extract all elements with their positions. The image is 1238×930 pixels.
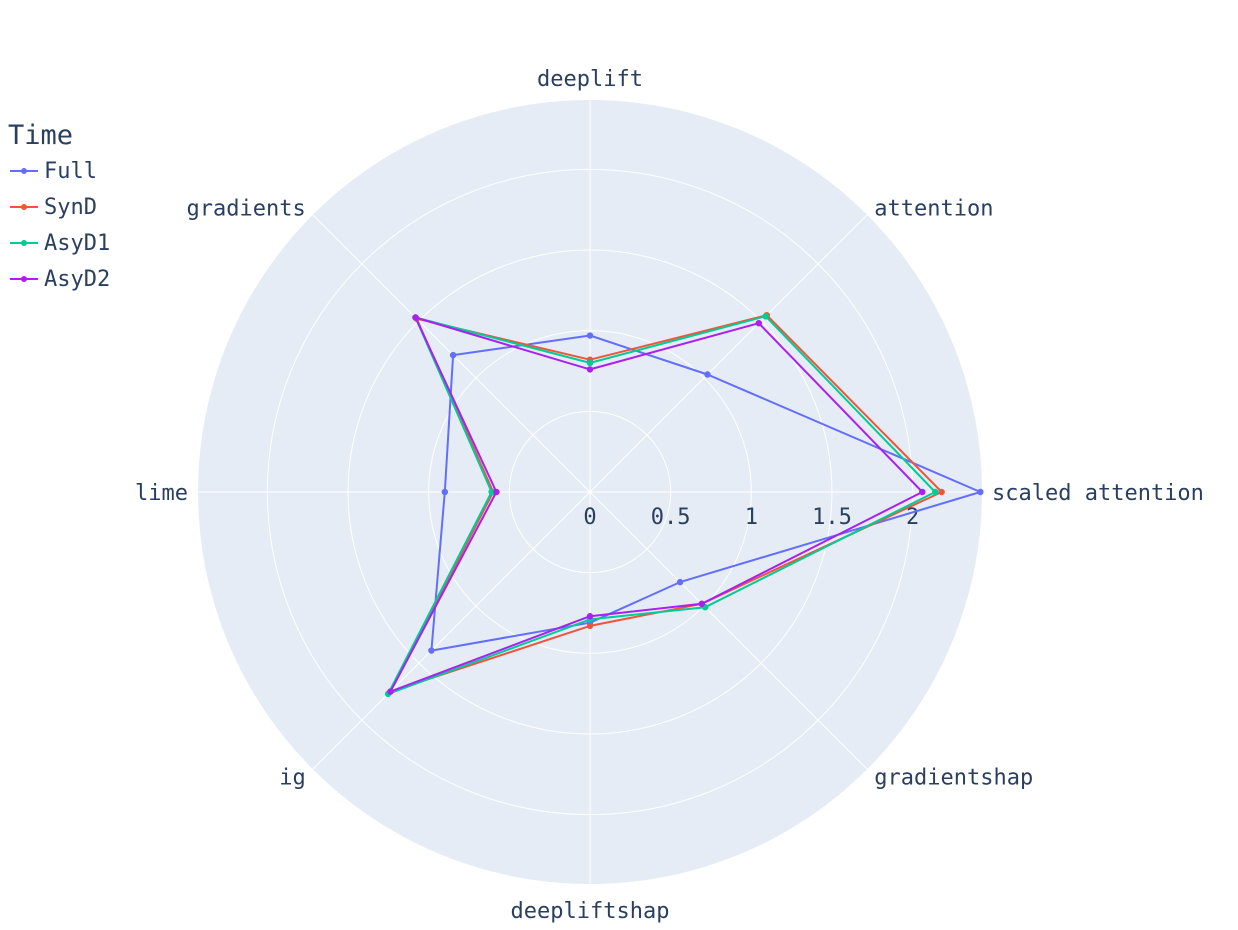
series-point-asyd2 (387, 688, 394, 695)
legend-item-full[interactable]: Full (8, 153, 110, 189)
series-point-full (449, 351, 457, 359)
grid-spoke (589, 214, 868, 493)
radial-tick-label: 0 (583, 505, 596, 530)
category-label: scaled attention (992, 481, 1204, 506)
legend-item-asyd2[interactable]: AsyD2 (8, 261, 110, 297)
category-label: gradientshap (874, 765, 1033, 790)
series-point-synd (586, 622, 594, 630)
series-point-asyd1 (586, 359, 594, 367)
category-label: ig (279, 765, 306, 790)
category-label: lime (135, 481, 188, 506)
series-point-asyd2 (698, 600, 705, 607)
legend-label: AsyD1 (44, 230, 111, 256)
category-label: deeplift (537, 67, 643, 92)
category-label: gradients (187, 197, 306, 222)
legend-label: Full (44, 158, 97, 184)
series-point-synd (938, 488, 945, 496)
series-point-asyd2 (586, 366, 594, 373)
category-label: attention (874, 197, 993, 222)
radial-tick-label: 0.5 (651, 505, 691, 530)
radial-tick-label: 1 (745, 505, 758, 530)
series-point-asyd2 (919, 488, 926, 496)
series-point-asyd2 (755, 319, 763, 327)
legend-item-synd[interactable]: SynD (8, 189, 110, 225)
legend-swatch (8, 269, 40, 289)
series-point-asyd2 (412, 314, 419, 321)
series-point-asyd2 (493, 488, 500, 496)
legend-swatch (8, 161, 40, 181)
series-point-full (586, 332, 594, 339)
series-point-full (428, 647, 435, 654)
legend-label: SynD (44, 194, 97, 220)
legend-swatch (8, 233, 40, 253)
radial-tick-label: 1.5 (812, 505, 852, 530)
series-point-asyd2 (586, 613, 594, 620)
grid-spoke (312, 491, 591, 770)
series-point-asyd1 (488, 488, 495, 496)
legend: Time Full SynD AsyD1 AsyD2 (8, 120, 110, 297)
series-point-full (441, 488, 449, 496)
legend-swatch (8, 197, 40, 217)
grid-spoke (589, 491, 868, 770)
category-label: deepliftshap (511, 899, 670, 924)
series-point-asyd1 (932, 488, 939, 496)
series-point-full (704, 371, 711, 378)
legend-item-asyd1[interactable]: AsyD1 (8, 225, 110, 261)
series-point-full (977, 488, 984, 496)
series-point-full (676, 578, 684, 586)
series-point-asyd1 (762, 313, 769, 320)
legend-title: Time (8, 120, 74, 151)
legend-label: AsyD2 (44, 266, 111, 292)
